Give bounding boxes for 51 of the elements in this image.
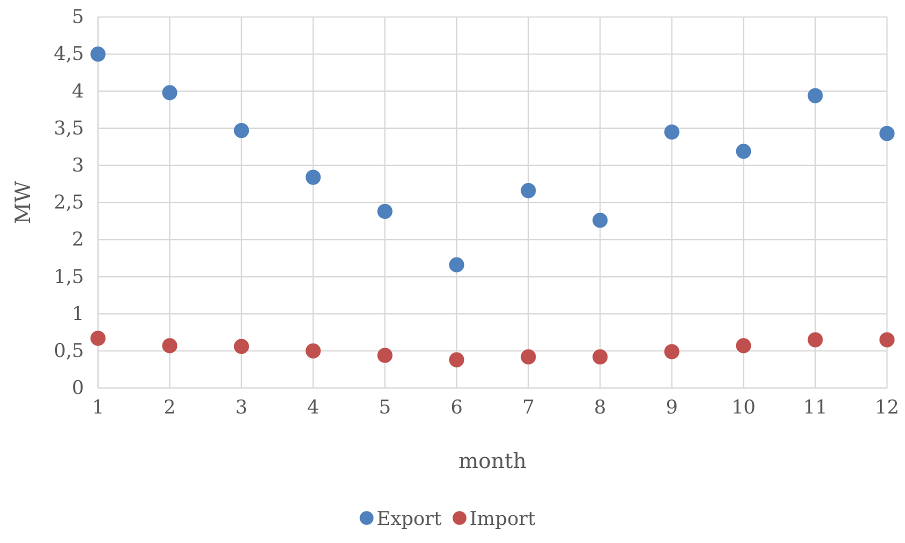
point — [234, 338, 250, 354]
y-tick-label: 4,5 — [54, 43, 84, 66]
legend-label: Export — [376, 508, 442, 530]
y-tick-label: 2,5 — [54, 192, 84, 214]
y-tick-label: 0 — [72, 377, 84, 400]
point — [879, 332, 895, 348]
point — [736, 338, 752, 354]
point — [90, 330, 106, 346]
point — [520, 349, 536, 364]
x-tick-label: 4 — [307, 396, 320, 418]
point — [449, 257, 464, 272]
point — [592, 349, 608, 364]
point — [162, 85, 178, 100]
point — [306, 170, 321, 185]
point — [808, 332, 823, 348]
point — [449, 352, 464, 368]
x-tick-label: 11 — [803, 396, 828, 418]
x-tick-label: 2 — [164, 396, 176, 418]
legend-label: Import — [470, 508, 536, 530]
x-tick-label: 10 — [731, 396, 756, 418]
point — [592, 212, 608, 228]
point — [520, 183, 536, 198]
x-tick-label: 8 — [594, 396, 606, 418]
y-tick-label: 5 — [72, 6, 84, 28]
x-tick-label: 1 — [92, 396, 104, 418]
point — [808, 88, 823, 104]
x-tick-label: 9 — [666, 396, 678, 418]
point — [90, 46, 106, 62]
y-tick-label: 3,5 — [54, 117, 84, 140]
y-tick-label: 2 — [72, 228, 84, 251]
y-tick-label: 0,5 — [54, 340, 84, 362]
point — [377, 204, 392, 219]
y-tick-label: 4 — [72, 80, 84, 102]
point — [306, 343, 321, 358]
x-tick-label: 7 — [522, 396, 534, 418]
y-tick-label: 3 — [72, 154, 84, 176]
point — [736, 144, 752, 159]
point — [879, 126, 895, 142]
x-axis-title: month — [458, 449, 527, 473]
x-tick-label: 5 — [378, 396, 391, 418]
x-tick-label: 6 — [450, 396, 463, 418]
point — [377, 348, 392, 363]
point — [664, 124, 680, 140]
y-tick-label: 1 — [72, 302, 84, 325]
x-tick-label: 12 — [874, 396, 900, 418]
point — [162, 338, 178, 354]
point — [234, 122, 250, 138]
y-axis-title: MW — [11, 180, 35, 224]
point — [664, 344, 680, 360]
x-tick-label: 3 — [235, 396, 248, 418]
y-tick-label: 1,5 — [54, 266, 84, 288]
